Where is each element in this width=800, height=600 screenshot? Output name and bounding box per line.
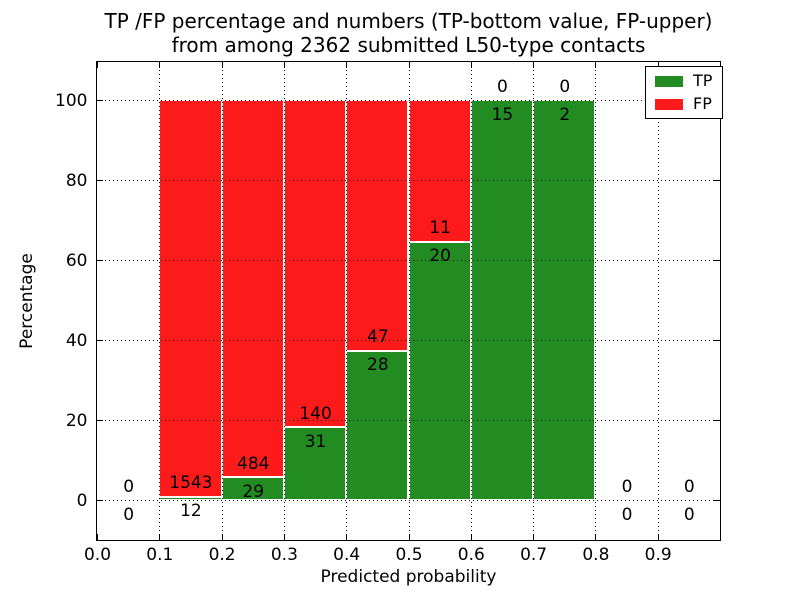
x-gridline [346,62,348,540]
legend-label-tp: TP [693,71,713,90]
y-tick-label: 40 [65,330,88,351]
y-tick-right [714,420,720,421]
fp-bar-segment [159,100,222,497]
tp-bar-segment [470,100,534,500]
x-tick-bottom [221,534,223,540]
y-tick-label: 60 [65,250,88,271]
x-tick-label: 0.3 [270,545,298,565]
x-tick-label: 0.9 [644,545,672,565]
x-gridline [657,62,659,540]
x-axis-label: Predicted probability [320,567,497,587]
tp-count-label: 2 [559,104,571,125]
x-tick-top [595,62,597,68]
y-tick-label: 0 [76,490,88,511]
chart-title: TP /FP percentage and numbers (TP-bottom… [97,9,720,57]
x-tick-label: 0.8 [582,545,610,565]
x-tick-label: 0.1 [146,545,174,565]
x-tick-label: 0.4 [333,545,361,565]
x-tick-top [470,62,472,68]
x-tick-bottom [346,534,348,540]
x-tick-top [408,62,410,68]
x-tick-top [346,62,348,68]
x-gridline [283,62,285,540]
fp-count-label: 0 [123,476,135,497]
y-tick-label: 20 [65,410,88,431]
x-tick-label: 0.6 [457,545,485,565]
fp-count-label: 11 [429,218,451,239]
tp-count-label: 0 [621,504,633,525]
y-tick-label: 80 [65,170,88,191]
fp-count-label: 0 [683,476,695,497]
fp-count-label: 484 [237,453,270,474]
x-tick-top [533,62,535,68]
x-tick-bottom [533,534,535,540]
x-gridline [470,62,472,540]
tp-count-label: 29 [242,481,265,502]
fp-count-label: 0 [559,76,571,97]
x-gridline [221,62,223,540]
x-tick-bottom [595,534,597,540]
x-tick-label: 0.0 [83,545,112,565]
tp-count-label: 0 [683,504,695,525]
x-gridline [159,62,161,540]
x-gridline [595,62,597,540]
legend-entry-tp: TP [655,73,712,89]
x-tick-bottom [408,534,410,540]
x-tick-top [159,62,161,68]
legend: TP FP [645,66,724,119]
y-axis-label: Percentage [17,253,37,349]
y-tick-left [97,340,103,341]
tp-count-label: 15 [491,104,514,125]
x-tick-top [221,62,223,68]
fp-bar-segment [221,100,284,478]
tp-bar-segment [533,100,596,500]
x-gridline [408,62,410,540]
x-tick-bottom [657,534,659,540]
x-tick-bottom [159,534,161,540]
legend-entry-fp: FP [655,96,712,112]
y-tick-right [714,260,720,261]
fp-bar-segment [283,100,347,428]
fp-bar-segment [346,100,409,351]
tp-bar-segment [408,241,471,500]
y-tick-right [714,500,720,501]
x-tick-label: 0.5 [395,545,423,565]
y-tick-right [714,340,720,341]
legend-label-fp: FP [693,94,712,113]
chart-title-line2: from among 2362 submitted L50-type conta… [171,33,646,57]
y-tick-right [714,180,720,181]
y-tick-left [97,420,103,421]
x-tick-bottom [97,534,98,540]
x-tick-top [657,62,659,68]
y-tick-left [97,100,103,101]
x-tick-top [283,62,285,68]
fp-count-label: 47 [367,327,389,348]
tp-count-label: 31 [304,431,327,452]
x-gridline [533,62,535,540]
fp-count-label: 0 [621,476,633,497]
y-tick-left [97,180,103,181]
y-tick-left [97,260,103,261]
y-tick-label: 100 [55,90,88,111]
x-tick-bottom [470,534,472,540]
fp-count-label: 1543 [169,473,213,494]
chart-title-line1: TP /FP percentage and numbers (TP-bottom… [104,9,713,33]
plot-area [96,61,721,541]
tp-bar-segment [283,427,347,500]
tp-swatch-icon [655,75,683,87]
x-tick-label: 0.2 [208,545,236,565]
fp-swatch-icon [655,98,683,110]
x-tick-label: 0.7 [520,545,548,565]
tp-count-label: 0 [123,504,135,525]
fp-count-label: 140 [299,403,332,424]
tp-count-label: 28 [367,355,389,376]
tp-count-label: 12 [180,501,202,522]
x-tick-top [97,62,98,68]
tp-count-label: 20 [429,246,451,267]
y-tick-left [97,500,103,501]
x-tick-bottom [283,534,285,540]
fp-count-label: 0 [497,76,508,97]
